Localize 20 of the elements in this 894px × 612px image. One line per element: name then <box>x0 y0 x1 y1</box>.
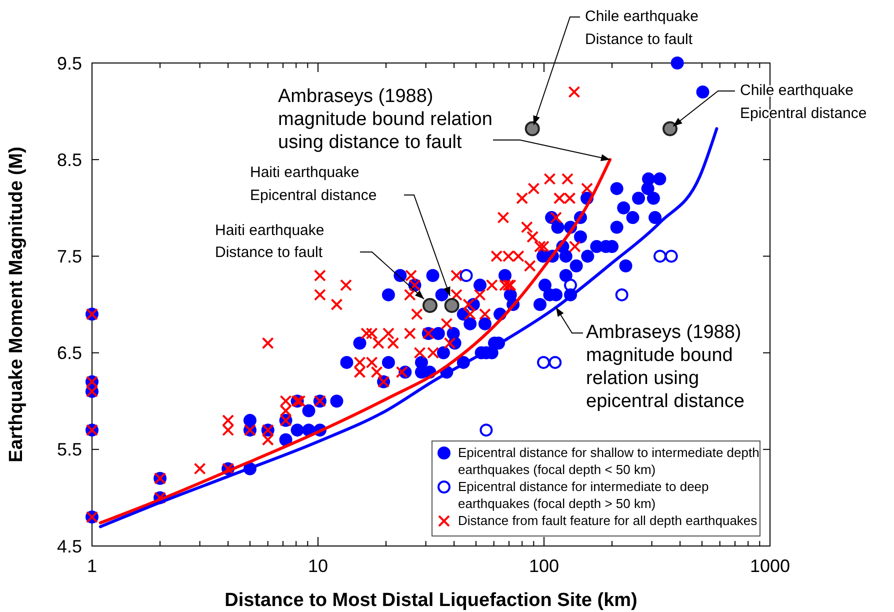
x-tick-label: 10 <box>308 556 328 576</box>
x-tick-label: 1 <box>86 556 98 576</box>
legend-label: Distance from fault feature for all depth earthquakes <box>458 513 758 528</box>
legend-label: Epicentral distance for intermediate to deep earthquakes (focal depth > 50 km) <box>458 479 709 511</box>
annotation: Ambraseys (1988) magnitude bound relation using distance to fault <box>278 86 492 153</box>
y-tick-label: 6.5 <box>56 343 82 364</box>
y-tick-label: 8.5 <box>56 150 82 170</box>
annotation: Chile earthquake Distance to fault <box>585 8 698 48</box>
annotation: Haiti earthquake Distance to fault <box>215 222 324 261</box>
y-tick-label: 7.5 <box>56 246 82 266</box>
y-tick-label: 9.5 <box>56 53 82 74</box>
y-axis-title: Earthquake Moment Magnitude (M) <box>6 146 27 462</box>
x-tick-label: 100 <box>528 556 560 576</box>
x-tick-label: 1000 <box>750 556 790 576</box>
y-tick-label: 4.5 <box>56 536 82 556</box>
annotation: Ambraseys (1988) magnitude bound relation using epicentral distance <box>586 322 744 412</box>
y-tick-label: 5.5 <box>56 440 82 460</box>
legend-label: Epicentral distance for shallow to intermediate depth earthquakes (focal depth < 50 km) <box>458 445 760 477</box>
x-axis-title: Distance to Most Distal Liquefaction Site (km) <box>224 590 638 611</box>
annotation: Haiti earthquake Epicentral distance <box>250 164 377 204</box>
